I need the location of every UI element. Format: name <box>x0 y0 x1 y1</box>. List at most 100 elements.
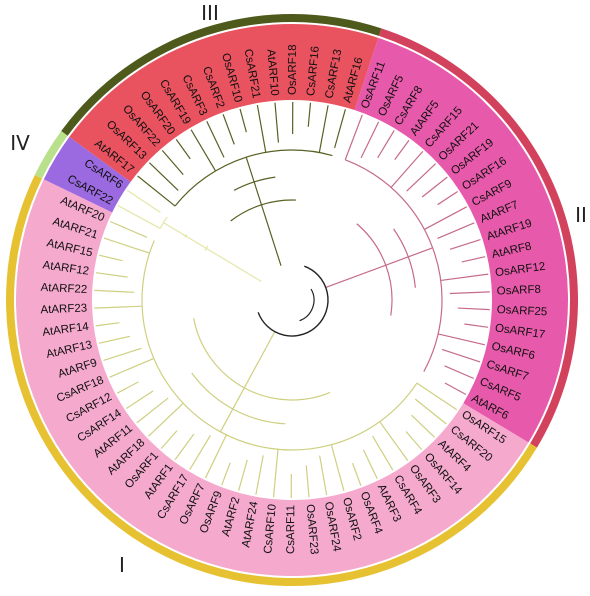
branch <box>109 220 148 238</box>
branch <box>148 162 179 191</box>
branch <box>219 331 276 433</box>
branch <box>94 289 135 293</box>
group-label: III <box>201 1 219 25</box>
branch-arc <box>159 216 168 229</box>
sectors <box>5 13 578 587</box>
branch <box>272 449 279 498</box>
branch <box>424 206 467 230</box>
branch <box>390 150 424 188</box>
branch <box>325 247 433 289</box>
branch <box>189 435 211 470</box>
branch <box>255 455 264 495</box>
branch <box>239 108 247 133</box>
branch <box>174 433 195 461</box>
branch <box>117 381 139 394</box>
group-label: II <box>575 203 587 227</box>
branch <box>437 191 458 206</box>
branch-arc <box>345 159 443 372</box>
branch <box>319 455 328 496</box>
branch <box>98 335 131 344</box>
branch <box>416 382 458 411</box>
branch <box>109 357 155 378</box>
branch-arc <box>174 149 333 207</box>
branches <box>94 101 490 499</box>
branch <box>137 175 176 207</box>
group-sector <box>15 179 529 576</box>
branch <box>379 421 409 461</box>
leaf-label: AtARF10 <box>264 49 280 97</box>
branch <box>204 434 227 479</box>
group-sector <box>354 37 568 443</box>
branch <box>95 322 120 327</box>
group-rim <box>34 131 68 179</box>
branch <box>437 333 486 346</box>
leaf-label: OsARF25 <box>496 304 547 318</box>
branch <box>245 156 282 266</box>
branch <box>449 291 490 295</box>
branch <box>330 444 345 492</box>
branch <box>221 462 231 486</box>
branch <box>362 449 378 479</box>
leaf-label: AtARF22 <box>40 282 87 296</box>
branch <box>411 414 436 438</box>
branch <box>126 189 161 213</box>
branch <box>136 397 169 424</box>
leaf-label: OsARF18 <box>287 44 299 95</box>
group-sector <box>69 24 379 182</box>
branch <box>394 139 410 160</box>
branch <box>95 272 128 278</box>
root-arc <box>299 288 315 322</box>
branch <box>305 465 310 498</box>
branch <box>94 305 143 309</box>
branch <box>160 430 178 450</box>
group-label: IV <box>10 131 30 155</box>
branch <box>307 102 312 127</box>
leaf-label: OsARF23 <box>304 504 320 555</box>
leaf-label: AtARF23 <box>40 302 87 316</box>
branch <box>190 129 217 172</box>
branch <box>444 382 467 396</box>
branch <box>377 130 395 159</box>
branch <box>344 114 363 160</box>
branch <box>238 459 248 491</box>
branch <box>256 104 267 153</box>
branch <box>437 222 475 239</box>
branch <box>98 254 123 262</box>
leaf-label: OsARF8 <box>497 284 542 298</box>
branch <box>161 150 184 175</box>
branch <box>103 237 150 254</box>
branch <box>405 431 423 450</box>
branch <box>334 109 346 149</box>
group-sector <box>43 136 131 213</box>
branch <box>163 222 262 282</box>
branch <box>421 176 448 198</box>
leaf-label: CsARF11 <box>285 505 297 554</box>
branch <box>126 390 154 409</box>
branch <box>449 238 481 250</box>
branch <box>406 163 437 192</box>
branch <box>372 435 394 471</box>
group-label: I <box>119 553 125 577</box>
leaf-label: CsARF16 <box>305 46 322 97</box>
branch <box>175 139 191 160</box>
root-arc <box>257 265 329 337</box>
branch <box>414 398 447 425</box>
branch <box>360 121 380 159</box>
branch <box>441 348 481 363</box>
branch <box>206 121 225 158</box>
branch <box>318 105 329 153</box>
branch <box>103 347 142 362</box>
branch <box>457 307 490 311</box>
branch-arc <box>141 240 418 451</box>
branch <box>464 323 489 328</box>
branch <box>222 114 235 145</box>
leaf-label: CsARF10 <box>262 504 279 555</box>
branch <box>147 402 184 437</box>
branch <box>274 102 280 143</box>
branch <box>440 273 489 282</box>
branch <box>351 462 362 486</box>
group-rim <box>61 13 382 136</box>
branch <box>117 204 161 229</box>
branch <box>444 365 475 380</box>
branch <box>461 256 486 263</box>
